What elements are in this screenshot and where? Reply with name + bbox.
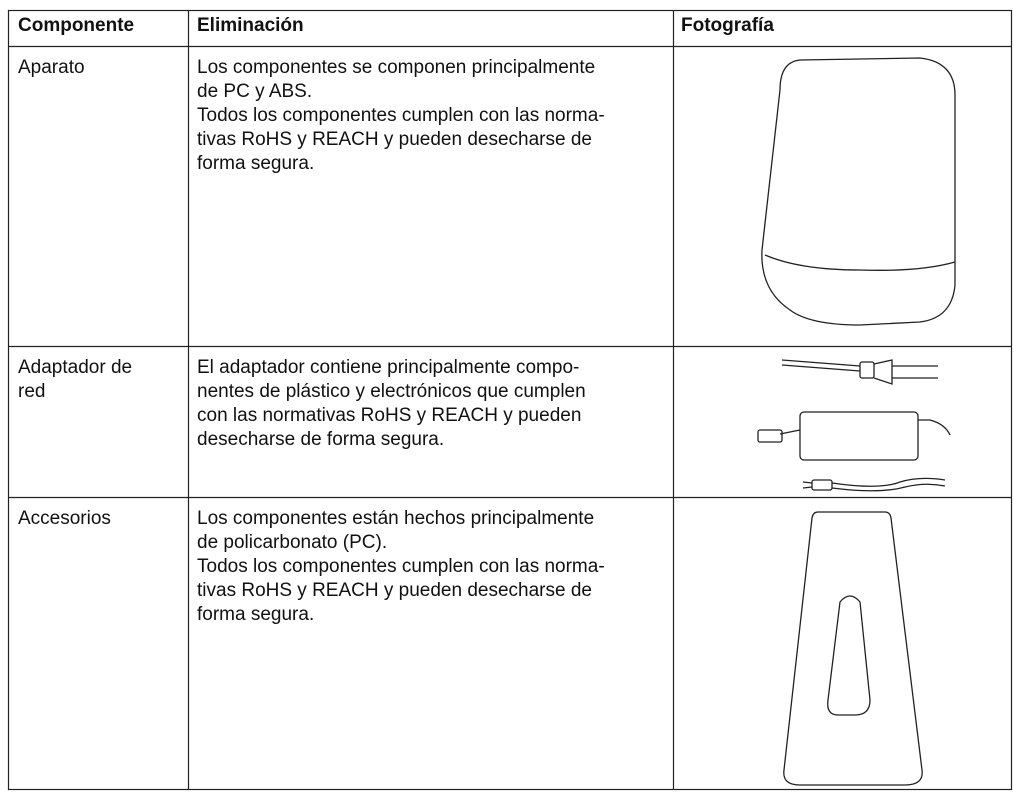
component-text: red: [18, 381, 46, 402]
description-text: desecharse de forma segura.: [197, 429, 445, 450]
header-cell: Fotografía: [681, 15, 774, 36]
description-text: Los componentes se componen principalmen…: [197, 57, 596, 78]
header-cell: Eliminación: [197, 15, 304, 36]
component-text: Aparato: [18, 57, 85, 78]
description-text: forma segura.: [197, 153, 315, 174]
description-text: de policarbonato (PC).: [197, 532, 388, 553]
component-text: Adaptador de: [18, 357, 133, 378]
illustrations: [757, 57, 956, 786]
description-text: nentes de plástico y electrónicos que cu…: [197, 381, 586, 402]
component-text: Accesorios: [18, 508, 111, 529]
description-text: forma segura.: [197, 604, 315, 625]
description-text: de PC y ABS.: [197, 81, 313, 102]
description-text: con las normativas RoHS y REACH y pueden: [197, 405, 582, 426]
description-text: tivas RoHS y REACH y pueden desecharse d…: [197, 580, 592, 601]
description-text: tivas RoHS y REACH y pueden desecharse d…: [197, 129, 592, 150]
description-text: El adaptador contiene principalmente com…: [197, 357, 580, 378]
description-text: Todos los componentes cumplen con las no…: [197, 556, 605, 577]
description-text: Los componentes están hechos principalme…: [197, 508, 595, 529]
header-cell: Componente: [18, 15, 135, 36]
description-text: Todos los componentes cumplen con las no…: [197, 105, 605, 126]
